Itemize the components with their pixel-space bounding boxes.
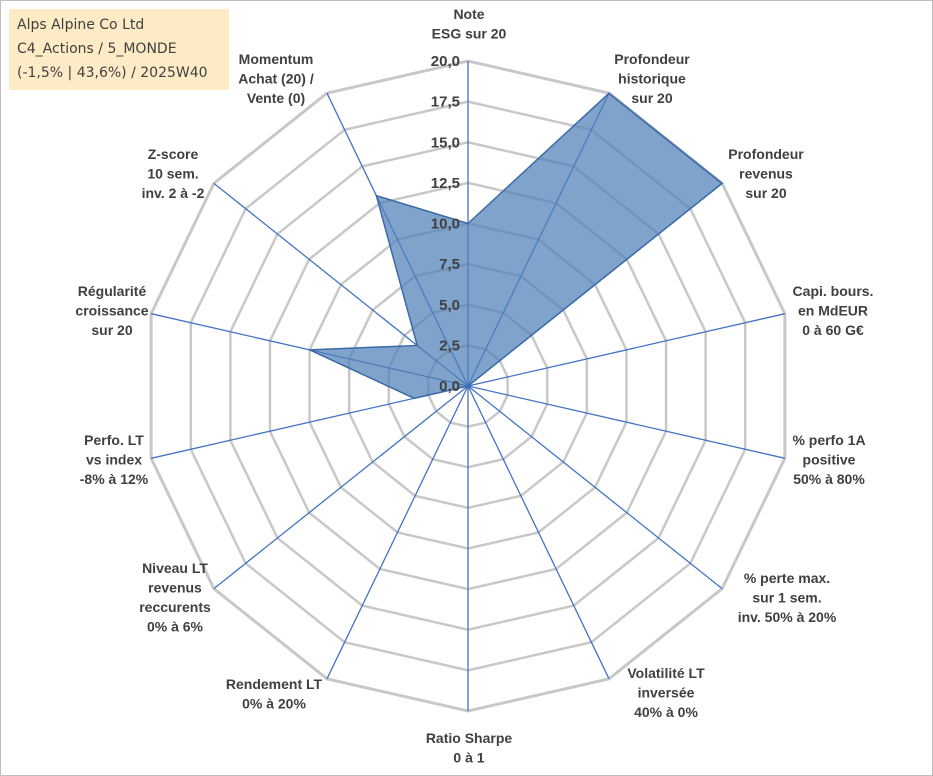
axis-label-line: sur 20 [91,322,132,338]
axis-label-line: vs index [86,452,142,468]
period-label: (-1,5% | 43,6%) / 2025W40 [17,65,208,81]
axis-label-line: % perte max. [744,570,830,586]
axis-label-line: sur 20 [745,185,786,201]
axis-label: Momentum Achat (20) / Vente (0) [238,51,314,106]
company-name: Alps Alpine Co Ltd [17,17,145,33]
axis-label-line: positive [803,452,856,468]
radar-series [309,92,724,400]
axis-label: Z-score 10 sem. inv. 2 à -2 [142,146,205,201]
axis-label: % perte max. sur 1 sem. inv. 50% à 20% [738,570,837,625]
axis-label-line: inversée [638,685,695,701]
axis-label-line: Capi. bours. [793,283,874,299]
axis-label-line: Momentum [239,51,314,67]
axis-label-line: Niveau LT [142,560,208,576]
axis-label-line: 50% à 80% [793,471,865,487]
axis-spoke [467,313,785,387]
series-area [309,92,724,400]
tick-label: 20,0 [431,53,460,70]
axis-label: Volatilité LT inversée 40% à 0% [627,665,705,720]
tick-label: 0,0 [439,378,460,395]
axis-label-line: Rendement LT [226,676,323,692]
tick-label: 10,0 [431,216,460,233]
axis-label-line: sur 1 sem. [752,590,821,606]
axis-label-line: Profondeur [614,51,690,67]
radial-tick-labels: 0,0 2,5 5,0 7,5 10,0 12,5 15,0 17,5 20,0 [431,53,460,395]
axis-label-line: Note [453,6,484,22]
axis-label-line: ESG sur 20 [432,26,507,42]
axis-label: % perfo 1A positive 50% à 80% [792,432,865,487]
axis-label-line: sur 20 [631,90,672,106]
axis-label-line: Volatilité LT [627,665,705,681]
axis-label: Note ESG sur 20 [432,6,507,42]
axis-label: Ratio Sharpe 0 à 1 [426,730,513,766]
axis-label-line: 0 à 60 G€ [802,322,864,338]
axis-spoke [213,385,469,590]
axis-label-line: inv. 50% à 20% [738,609,837,625]
tick-label: 17,5 [431,94,460,111]
axis-labels: Note ESG sur 20 Profondeur historique sur 20… [75,6,873,766]
category-label: C4_Actions / 5_MONDE [17,41,177,57]
axis-label-line: 0% à 6% [147,619,204,635]
axis-label-line: historique [618,71,686,87]
axis-spoke [326,385,469,680]
axis-label-line: % perfo 1A [792,432,865,448]
axis-label-line: 40% à 0% [634,704,698,720]
axis-label: Rendement LT 0% à 20% [226,676,323,712]
info-box: Alps Alpine Co Ltd C4_Actions / 5_MONDE … [9,9,229,90]
tick-label: 5,0 [439,297,460,314]
axis-label-line: 0% à 20% [242,696,306,712]
axis-label-line: Perfo. LT [84,432,144,448]
axis-label-line: Profondeur [728,146,804,162]
axis-spoke [467,385,785,459]
tick-label: 7,5 [439,256,460,273]
axis-label-line: inv. 2 à -2 [142,185,205,201]
axis-label: Profondeur historique sur 20 [614,51,690,106]
axis-label-line: Z-score [148,146,199,162]
axis-label-line: revenus [148,580,202,596]
axis-spoke [467,385,723,590]
axis-label-line: Achat (20) / [238,71,314,87]
tick-label: 12,5 [431,175,460,192]
axis-label: Profondeur revenus sur 20 [728,146,804,201]
axis-label: Niveau LT revenus reccurents 0% à 6% [139,560,211,635]
tick-label: 2,5 [439,337,460,354]
axis-label-line: 0 à 1 [453,750,484,766]
axis-label-line: Vente (0) [247,90,305,106]
axis-label: Régularité croissance sur 20 [75,283,148,338]
axis-label-line: en MdEUR [798,303,868,319]
axis-label-line: revenus [739,166,793,182]
tick-label: 15,0 [431,134,460,151]
axis-label-line: reccurents [139,599,211,615]
axis-label-line: croissance [75,303,148,319]
axis-label-line: 10 sem. [147,166,198,182]
axis-spoke [467,385,610,680]
axis-label: Perfo. LT vs index -8% à 12% [80,432,149,487]
axis-label-line: Ratio Sharpe [426,730,513,746]
axis-label-line: -8% à 12% [80,471,149,487]
axis-label-line: Régularité [78,283,147,299]
axis-label: Capi. bours. en MdEUR 0 à 60 G€ [793,283,874,338]
